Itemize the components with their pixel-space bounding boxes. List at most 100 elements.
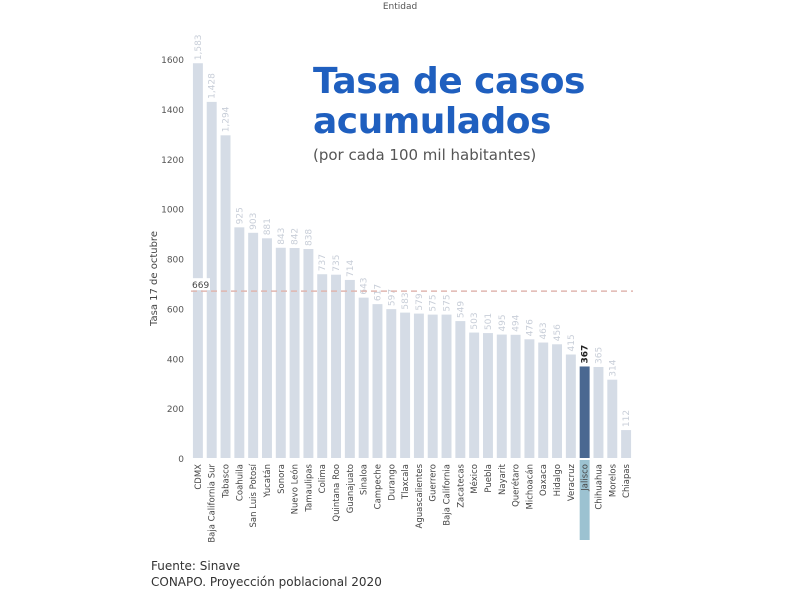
bar-chiapas xyxy=(621,430,632,458)
bar-sinaloa xyxy=(358,297,369,458)
chart-title-line-1: Tasa de casos xyxy=(313,61,585,102)
bar-value-label: 881 xyxy=(263,218,273,235)
x-tick-label: Nuevo León xyxy=(290,464,301,514)
source-line-2: CONAPO. Proyección poblacional 2020 xyxy=(151,575,382,589)
bar-value-label: 735 xyxy=(332,255,342,272)
x-tick-label: CDMX xyxy=(194,464,204,490)
bar-value-label: 583 xyxy=(401,292,411,309)
x-tick-label: Guerrero xyxy=(429,464,439,502)
bar-baja-california xyxy=(441,314,452,458)
bar-value-label: 494 xyxy=(512,314,522,331)
bar-coahuila xyxy=(234,227,245,458)
x-axis-title: Entidad xyxy=(382,2,418,12)
x-tick-label: Durango xyxy=(387,464,397,501)
x-tick-label: Tabasco xyxy=(222,464,232,499)
bar-value-label: 575 xyxy=(429,294,439,311)
x-tick-label: Sinaloa xyxy=(360,464,370,495)
y-tick-label: 1000 xyxy=(161,206,184,216)
bar-puebla xyxy=(482,333,493,458)
bar-quintana-roo xyxy=(331,274,342,458)
average-label: 669 xyxy=(192,281,209,291)
bar-veracruz xyxy=(565,354,576,458)
bar-hidalgo xyxy=(552,344,563,458)
bar-value-label: 597 xyxy=(387,289,397,306)
x-tick-label: Baja California xyxy=(443,464,453,526)
bar-value-label: 112 xyxy=(622,410,632,427)
bar-value-label: 501 xyxy=(484,313,494,330)
bar-tabasco xyxy=(220,135,231,458)
bar-value-label: 1,294 xyxy=(222,106,232,132)
x-tick-label: Morelos xyxy=(608,463,618,497)
y-tick-label: 800 xyxy=(167,256,184,266)
y-tick-label: 1200 xyxy=(161,156,184,166)
bar-value-label: 925 xyxy=(235,207,245,224)
x-tick-label: Querétaro xyxy=(511,464,522,507)
bar-value-label: 643 xyxy=(360,277,370,294)
x-tick-label: Zacatecas xyxy=(456,463,466,507)
x-tick-label: México xyxy=(469,464,480,494)
bar-sonora xyxy=(275,247,286,458)
bar-campeche xyxy=(372,304,383,458)
bar-value-label: 503 xyxy=(470,312,480,329)
x-tick-label: Quintana Roo xyxy=(332,464,342,522)
bar-value-label: 575 xyxy=(443,294,453,311)
bar-aguascalientes xyxy=(413,313,424,458)
y-tick-label: 1600 xyxy=(161,56,184,66)
bar-value-label: 579 xyxy=(415,293,425,310)
x-tick-label: Puebla xyxy=(484,464,494,493)
bar-nuevo-le-n xyxy=(289,248,300,458)
chart-title: Tasa de casos acumulados xyxy=(313,62,585,142)
x-tick-label: Chihuahua xyxy=(594,464,604,510)
bar-value-label: 365 xyxy=(594,347,604,364)
bar-quer-taro xyxy=(510,334,521,458)
bar-value-label: 415 xyxy=(567,334,577,351)
x-tick-label: Guanajuato xyxy=(346,464,356,513)
bar-value-label: 549 xyxy=(456,301,466,318)
y-tick-label: 600 xyxy=(167,305,184,315)
y-tick-label: 0 xyxy=(178,455,184,465)
bar-guanajuato xyxy=(344,279,355,458)
bar-value-label: 737 xyxy=(318,254,328,271)
x-tick-label: Hidalgo xyxy=(553,464,563,496)
bar-value-label: 843 xyxy=(277,228,287,245)
bar-value-label: 367 xyxy=(581,345,591,364)
bar-value-label: 314 xyxy=(608,359,618,376)
bar-jalisco xyxy=(579,366,590,458)
x-tick-label: Tlaxcala xyxy=(401,464,411,500)
bar-michoac-n xyxy=(524,339,535,458)
x-tick-label: Sonora xyxy=(277,464,287,494)
bar-colima xyxy=(317,274,328,458)
source-line-1: Fuente: Sinave xyxy=(151,559,241,573)
bar-zacatecas xyxy=(455,321,466,458)
bar-m-xico xyxy=(469,332,480,458)
bar-nayarit xyxy=(496,334,507,458)
x-tick-label: Baja California Sur xyxy=(208,463,218,542)
highlight-base-bar xyxy=(579,460,590,540)
source-note: Fuente: Sinave CONAPO. Proyección poblac… xyxy=(151,558,382,590)
bar-value-label: 1,428 xyxy=(208,73,218,99)
x-tick-label: Oaxaca xyxy=(539,464,549,496)
chart-title-line-2: acumulados xyxy=(313,101,551,142)
bar-tamaulipas xyxy=(303,249,314,458)
bar-guerrero xyxy=(427,314,438,458)
x-tick-label: Campeche xyxy=(373,464,383,509)
chart-subtitle: (por cada 100 mil habitantes) xyxy=(313,146,537,164)
x-tick-label: Aguascalientes xyxy=(415,463,425,528)
x-tick-label: Veracruz xyxy=(567,463,577,501)
x-tick-label: Coahuila xyxy=(235,464,245,501)
x-tick-label: San Luis Potosí xyxy=(249,463,259,527)
bar-value-label: 842 xyxy=(291,228,301,245)
bar-value-label: 456 xyxy=(553,324,563,341)
x-tick-label: Nayarit xyxy=(498,463,508,495)
average-label-bg xyxy=(190,278,210,291)
bar-baja-california-sur xyxy=(206,101,217,458)
bar-value-label: 617 xyxy=(373,284,383,301)
x-tick-label: Yucatán xyxy=(263,464,273,498)
x-tick-label: Tamaulipas xyxy=(304,463,314,512)
y-tick-label: 400 xyxy=(167,355,184,365)
bar-morelos xyxy=(607,379,618,458)
bar-value-label: 476 xyxy=(525,319,535,336)
bar-cdmx xyxy=(192,63,203,458)
x-tick-label: Jalisco xyxy=(581,464,591,492)
